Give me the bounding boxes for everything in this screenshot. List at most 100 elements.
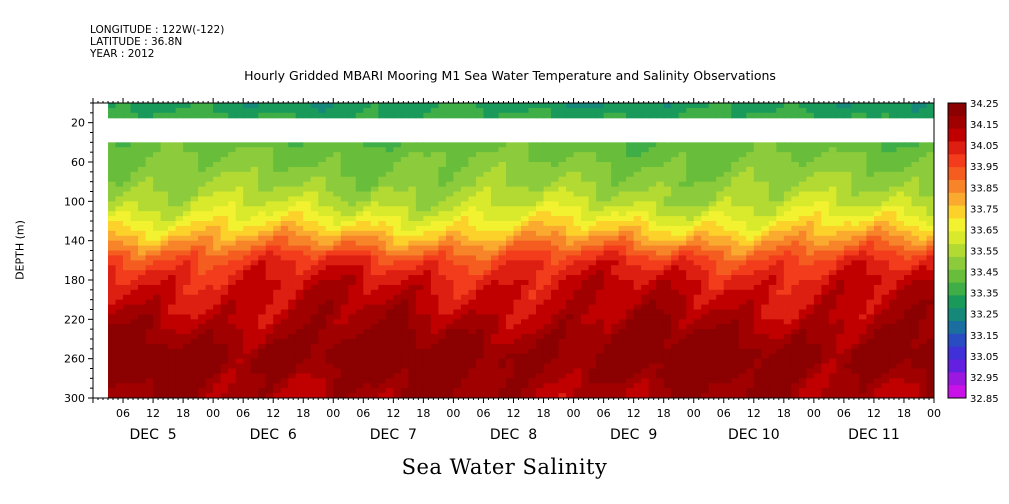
salinity-cell — [603, 206, 612, 212]
salinity-cell — [618, 393, 627, 398]
salinity-cell — [708, 186, 717, 193]
salinity-cell — [588, 348, 597, 355]
salinity-cell — [573, 319, 582, 325]
salinity-cell — [348, 280, 357, 286]
salinity-cell — [543, 260, 552, 266]
salinity-cell — [198, 294, 207, 301]
salinity-cell — [273, 373, 282, 379]
salinity-cell — [483, 260, 492, 266]
salinity-cell — [138, 107, 147, 114]
salinity-cell — [588, 211, 597, 217]
salinity-cell — [108, 186, 117, 193]
salinity-cell — [228, 191, 237, 198]
salinity-cell — [648, 166, 657, 173]
salinity-cell — [528, 245, 537, 252]
salinity-cell — [423, 329, 432, 335]
salinity-cell — [596, 181, 605, 188]
salinity-cell — [761, 250, 770, 257]
salinity-cell — [363, 284, 372, 291]
salinity-cell — [475, 196, 485, 202]
salinity-cell — [656, 309, 665, 316]
salinity-cell — [235, 176, 244, 183]
salinity-cell — [340, 245, 349, 252]
salinity-cell — [378, 176, 387, 183]
salinity-cell — [671, 378, 680, 384]
salinity-cell — [581, 339, 590, 345]
salinity-cell — [768, 265, 777, 271]
salinity-cell — [400, 142, 409, 148]
salinity-cell — [288, 265, 297, 271]
salinity-cell — [348, 157, 357, 163]
salinity-cell — [505, 206, 515, 212]
salinity-cell — [581, 319, 590, 325]
salinity-cell — [693, 152, 702, 158]
salinity-cell — [378, 201, 387, 207]
salinity-cell — [603, 289, 612, 296]
salinity-cell — [265, 162, 274, 168]
salinity-cell — [400, 235, 409, 242]
salinity-cell — [430, 280, 440, 286]
salinity-cell — [220, 294, 229, 301]
salinity-cell — [295, 363, 304, 370]
salinity-cell — [333, 186, 342, 193]
salinity-cell — [318, 294, 327, 301]
salinity-cell — [723, 358, 732, 365]
salinity-cell — [138, 147, 147, 153]
salinity-cell — [115, 162, 124, 168]
salinity-cell — [213, 191, 222, 198]
salinity-cell — [355, 280, 364, 286]
salinity-cell — [753, 166, 762, 173]
salinity-cell — [205, 284, 214, 291]
salinity-cell — [708, 240, 717, 247]
salinity-cell — [108, 334, 117, 340]
salinity-cell — [551, 378, 560, 384]
salinity-cell — [115, 383, 124, 389]
salinity-cell — [596, 201, 605, 207]
salinity-cell — [468, 240, 477, 247]
salinity-cell — [348, 147, 357, 153]
salinity-cell — [243, 250, 252, 257]
salinity-cell — [370, 211, 379, 217]
salinity-cell — [370, 358, 379, 365]
salinity-cell — [258, 309, 267, 316]
salinity-cell — [220, 373, 229, 379]
salinity-cell — [746, 166, 755, 173]
salinity-cell — [626, 334, 635, 340]
salinity-cell — [160, 378, 169, 384]
salinity-cell — [566, 157, 575, 163]
salinity-cell — [648, 186, 657, 193]
salinity-cell — [115, 206, 124, 212]
salinity-cell — [378, 294, 387, 301]
salinity-cell — [588, 152, 597, 158]
salinity-cell — [445, 319, 455, 325]
salinity-cell — [168, 152, 177, 158]
salinity-cell — [310, 280, 319, 286]
salinity-cell — [310, 221, 319, 227]
salinity-cell — [183, 388, 192, 394]
salinity-cell — [490, 304, 500, 311]
salinity-cell — [235, 206, 244, 212]
salinity-cell — [505, 196, 515, 202]
salinity-cell — [115, 314, 124, 320]
salinity-cell — [498, 383, 507, 389]
salinity-cell — [303, 329, 312, 335]
salinity-cell — [355, 368, 364, 375]
salinity-cell — [145, 221, 154, 227]
salinity-cell — [430, 191, 440, 198]
salinity-cell — [303, 393, 312, 398]
salinity-cell — [498, 157, 507, 163]
salinity-cell — [190, 270, 199, 276]
salinity-cell — [543, 275, 552, 281]
salinity-cell — [415, 240, 424, 247]
salinity-cell — [415, 216, 424, 222]
salinity-cell — [573, 304, 582, 311]
salinity-cell — [588, 270, 597, 276]
salinity-cell — [656, 339, 665, 345]
salinity-cell — [138, 142, 147, 148]
salinity-cell — [175, 299, 184, 306]
salinity-cell — [438, 319, 447, 325]
salinity-cell — [543, 373, 552, 379]
salinity-cell — [175, 186, 184, 193]
salinity-cell — [731, 393, 740, 398]
salinity-cell — [746, 245, 755, 252]
